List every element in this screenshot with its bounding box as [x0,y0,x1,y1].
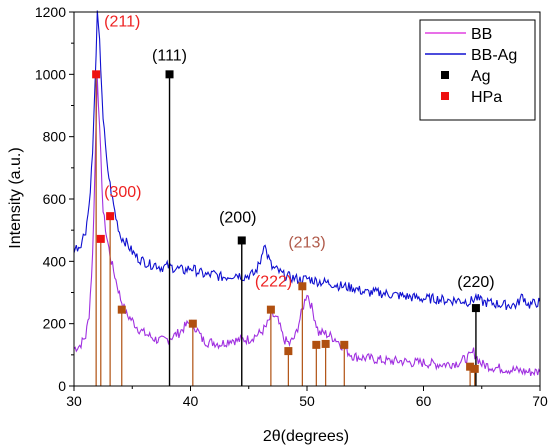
peak-label: (300) [104,184,141,201]
hpa-marker [340,340,349,349]
peak-label: (211) [104,13,140,30]
peak-label: (200) [219,209,256,226]
hpa-marker [470,364,479,373]
hpa-marker [266,305,275,314]
hpa-marker [188,319,197,328]
peak-label: (220) [457,274,494,291]
legend-swatch-marker [441,92,449,100]
ag-marker [471,304,480,313]
ag-marker [165,70,174,79]
hpa-marker [284,347,293,356]
hpa-marker [96,234,105,243]
legend-swatch-marker [441,71,449,79]
peak-label: (222) [255,274,292,291]
hpa-marker [106,212,115,221]
y-axis-title: Intensity (a.u.) [7,147,24,248]
peak-label: (213) [288,234,325,251]
y-tick-label: 1200 [35,4,66,20]
x-tick-label: 70 [532,393,548,409]
axis-ticks: 30 40 50 60 70 0 200 400 600 800 1000 1200 [35,4,548,409]
y-tick-label: 1000 [35,66,66,82]
x-tick-label: 40 [183,393,199,409]
ag-marker [237,236,246,245]
legend-label: BB-Ag [471,47,517,64]
x-tick-label: 50 [299,393,315,409]
hpa-marker [92,70,101,79]
y-tick-label: 200 [43,316,67,332]
y-tick-label: 400 [43,253,67,269]
hpa-marker [117,305,126,314]
y-tick-label: 600 [43,191,67,207]
plot-content: (211) (300) (222) (213) (111) (200) (220) [73,10,541,386]
legend-label: Ag [471,68,491,85]
peak-label: (111) [152,47,187,64]
hpa-marker [321,339,330,348]
x-tick-label: 30 [66,393,82,409]
x-axis-title: 2θ(degrees) [263,428,349,445]
legend-box [419,19,536,121]
hpa-marker [466,362,475,371]
hpa-marker [298,282,307,291]
legend-label: BB [471,26,492,43]
legend: BB BB-Ag Ag HPa [419,19,536,121]
series-line-bb [73,77,541,377]
y-tick-label: 800 [43,129,67,145]
series-line-bb-ag [73,10,541,311]
hpa-marker [312,340,321,349]
x-tick-label: 60 [416,393,432,409]
legend-label: HPa [471,89,502,106]
y-tick-label: 0 [58,378,66,394]
